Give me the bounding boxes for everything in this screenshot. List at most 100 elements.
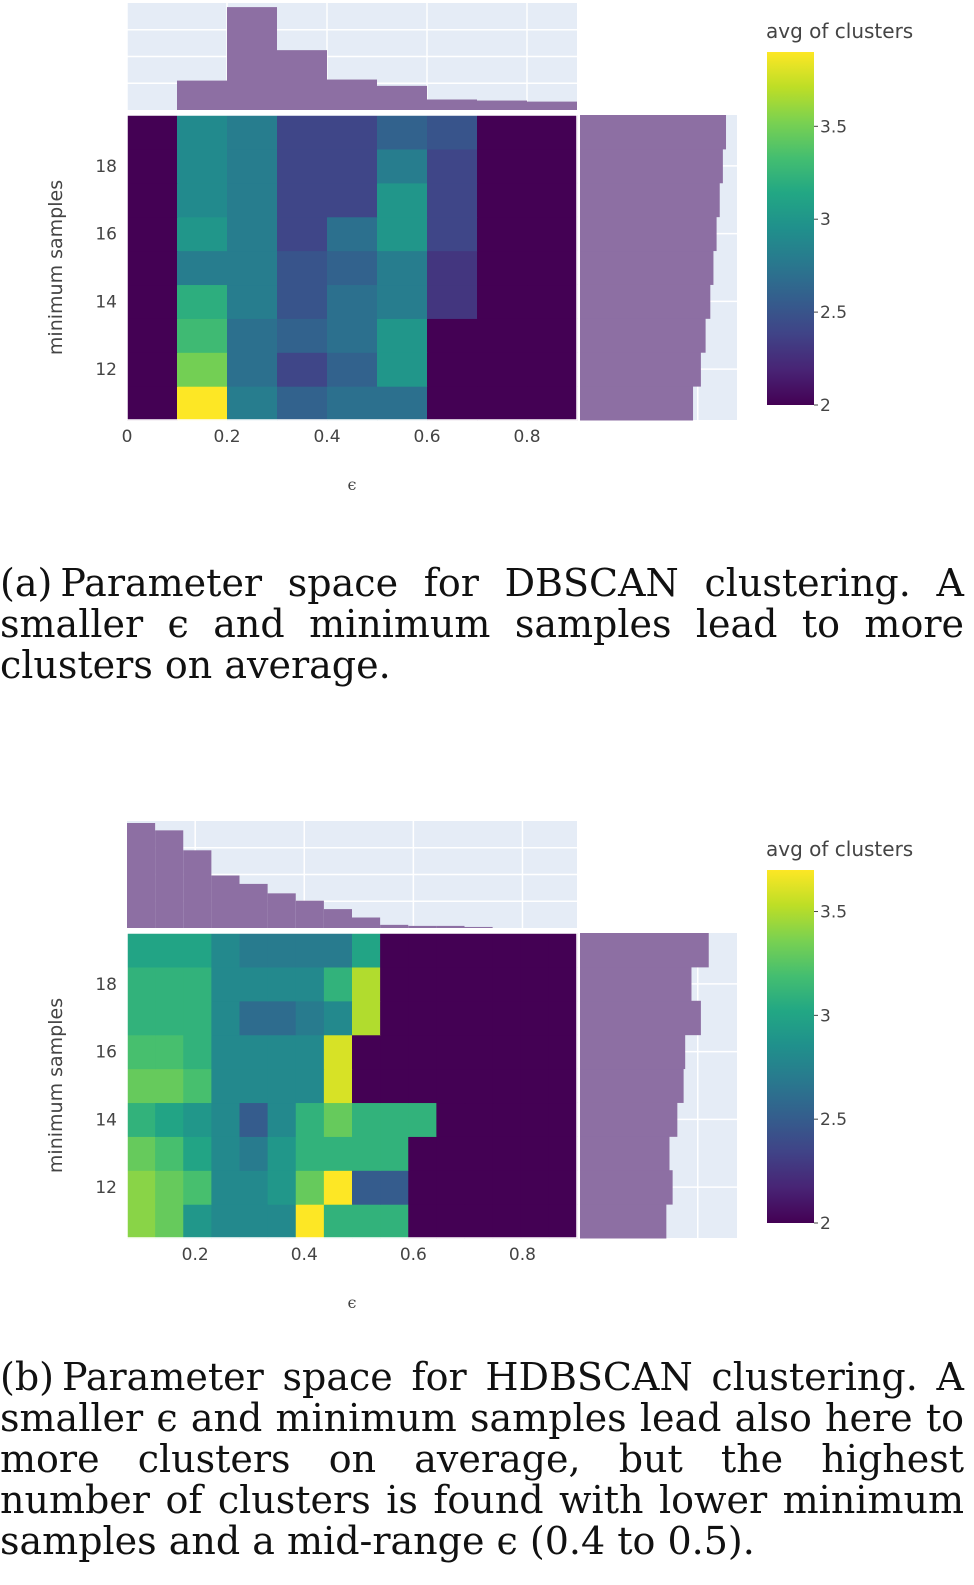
heatmap-cell [127,284,178,319]
heatmap-cell [352,933,381,968]
heatmap-cell [427,352,478,387]
x-tick-label: 0.8 [513,427,540,447]
heatmap-cell [464,1068,494,1104]
heatmap-cell [183,1068,212,1104]
heatmap-cell [295,1102,325,1137]
heatmap-cell [520,1068,550,1104]
heatmap-cell [520,1102,550,1137]
y-axis-title: minimum samples [45,180,67,355]
heatmap-cell [520,933,550,968]
heatmap-cell [477,182,528,218]
heatmap-cell [267,1204,297,1239]
heatmap-cell [477,284,528,319]
right-histogram-bar [580,966,692,1002]
heatmap-cell [227,148,278,184]
heatmap-cell [408,1136,437,1171]
heatmap-cell [277,318,328,353]
right-histogram-bar [580,182,720,218]
heatmap-cell [127,966,156,1002]
heatmap-cell [155,1136,184,1171]
x-tick-label: 0.2 [213,427,240,447]
heatmap-cell [295,1170,325,1205]
heatmap-cell [323,1102,353,1137]
heatmap-cell [127,386,178,421]
heatmap-cell [464,1102,494,1137]
heatmap-cell [127,1068,156,1104]
heatmap-cell [380,966,409,1002]
heatmap-cell [352,1136,381,1171]
top-histogram-bar [127,823,156,928]
right-histogram-bar [580,1000,701,1036]
heatmap-cell [177,115,228,150]
right-histogram-bar [580,352,701,387]
heatmap-cell [323,1136,353,1171]
heatmap-cell [227,386,278,421]
heatmap-cell [464,1136,494,1171]
caption-text: Parameter space for DBSCAN clustering. A… [0,561,964,646]
heatmap-cell [323,1000,353,1036]
heatmap-cell [492,1170,522,1205]
heatmap-cell [327,182,378,218]
heatmap-cell [177,216,228,252]
heatmap-cell [548,1000,578,1036]
heatmap-cell [464,1034,494,1070]
heatmap-cell [527,182,578,218]
heatmap-cell [183,933,212,968]
caption-label: (a) [0,561,53,605]
y-tick-label: 12 [95,360,117,380]
heatmap-cell [177,386,228,421]
heatmap-cell [211,1068,241,1104]
heatmap-cell [408,966,437,1002]
x-axis-title: ϵ [348,475,357,494]
right-histogram-bar [580,933,709,968]
heatmap-cell [239,1102,269,1137]
heatmap-cell [277,352,328,387]
heatmap-cell [127,216,178,252]
heatmap-cell [427,148,478,184]
heatmap-cell [327,318,378,353]
heatmap-cell [295,1136,325,1171]
x-tick-label: 0.6 [413,427,440,447]
heatmap-cell [427,386,478,421]
caption-label: (b) [0,1355,54,1399]
heatmap-cell [277,284,328,319]
y-tick-label: 12 [95,1178,117,1198]
heatmap-cell [436,1136,466,1171]
heatmap-cell [492,1034,522,1070]
top-histogram-bar [267,893,296,928]
figure-dbscan: 0 0.2 0.4 0.6 0.8 12 14 16 18 ϵ minimum samples avg… [0,0,974,520]
heatmap-cell [377,115,428,150]
heatmap-cell [323,933,353,968]
hdbscan-chart: 0.2 0.4 0.6 0.8 12 14 16 18 ϵ minimum samples avg … [45,821,913,1312]
heatmap-cell [477,250,528,286]
heatmap-cell [352,1204,381,1239]
heatmap-cell [127,250,178,286]
heatmap-cell [377,250,428,286]
figure-hdbscan: 0.2 0.4 0.6 0.8 12 14 16 18 ϵ minimum samples avg … [0,818,974,1338]
heatmap-cell [377,352,428,387]
heatmap-cell [327,115,378,150]
colorbar-title: avg of clusters [766,837,913,861]
x-tick-label: 0 [122,427,133,447]
heatmap-cell [127,1136,156,1171]
heatmap-cell [267,1000,297,1036]
heatmap-cell [380,1000,409,1036]
heatmap-cell [211,1034,241,1070]
heatmap-cell [477,352,528,387]
heatmap-cell [183,1170,212,1205]
heatmap-cell [492,1000,522,1036]
right-histogram-bar [580,1204,667,1239]
heatmap-cell [127,148,178,184]
heatmap-cell [239,933,269,968]
heatmap-cell [380,1102,409,1137]
heatmap-cell [295,933,325,968]
heatmap-cell [177,148,228,184]
heatmap-cell [239,1136,269,1171]
heatmap-cell [380,1136,409,1171]
heatmap-cell [408,1034,437,1070]
heatmap-cell [211,1170,241,1205]
y-tick-label: 14 [95,1110,117,1130]
heatmap-cell [227,182,278,218]
heatmap-cell [527,318,578,353]
right-histogram-bar [580,1034,686,1070]
